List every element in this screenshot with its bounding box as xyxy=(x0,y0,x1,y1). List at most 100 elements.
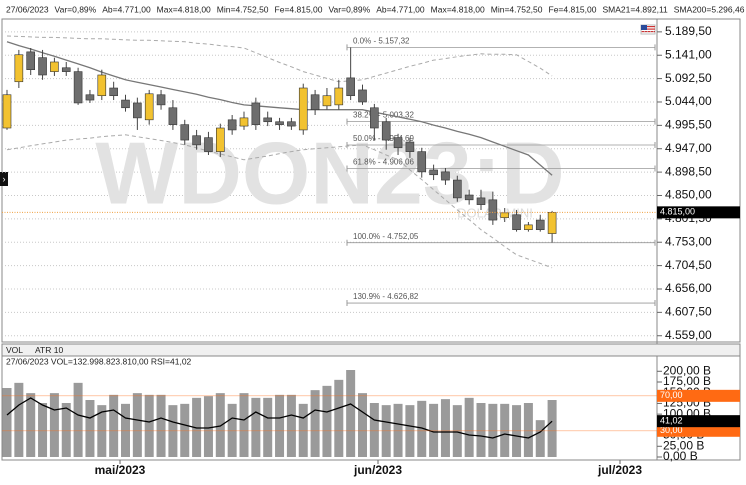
fib-label: 100.0% - 4.752,05 xyxy=(353,232,419,241)
volume-bar xyxy=(61,403,71,457)
volume-bar xyxy=(38,403,48,457)
header-item: Min=4.752,50 xyxy=(491,4,543,14)
y-tick-label: 4.656,00 xyxy=(665,281,712,295)
y-tick-label: 4.753,00 xyxy=(665,234,712,248)
lower-panel xyxy=(1,355,741,461)
x-tick-label: jul/2023 xyxy=(597,463,642,477)
y-tick-label: 175,00 B xyxy=(663,374,711,388)
y-tick-label: 5.044,00 xyxy=(665,94,712,108)
candle-body xyxy=(381,121,391,141)
y-tick-label: 4.947,00 xyxy=(665,141,712,155)
rsi-level-label: 70,00 xyxy=(660,390,683,400)
volume-bar xyxy=(275,394,285,457)
candle-body xyxy=(50,61,59,72)
volume-bar xyxy=(203,396,213,457)
candle-body xyxy=(26,51,36,70)
header-item: Min=4.752,50 xyxy=(217,4,269,14)
candle-body xyxy=(441,171,450,181)
volume-bar xyxy=(26,393,36,457)
volume-bar xyxy=(429,403,439,457)
candle-body xyxy=(97,74,107,97)
header-item: SMA21=4.892,11 xyxy=(602,4,668,14)
fib-label: 61.8% - 4.906,06 xyxy=(353,158,414,167)
indicator-header: 27/06/2023 VOL=132.998.823.810,00 RSI=41… xyxy=(6,356,192,366)
volume-bar xyxy=(121,403,130,457)
y-tick-label: 5.141,00 xyxy=(665,47,712,61)
candle-body xyxy=(85,94,95,101)
candle-body xyxy=(144,93,154,121)
candle-body xyxy=(429,169,438,176)
candle-body xyxy=(310,94,320,110)
volume-bar xyxy=(440,399,450,457)
overlay-line xyxy=(6,35,553,83)
candle-body xyxy=(535,219,545,231)
candle-body xyxy=(263,117,273,123)
x-tick-label: jun/2023 xyxy=(353,463,402,477)
candle-body xyxy=(227,119,237,131)
y-tick-label: 4.559,00 xyxy=(665,328,712,342)
candle-body xyxy=(251,102,261,125)
volume-bar xyxy=(322,385,332,457)
candle-body xyxy=(109,87,118,97)
volume-bar xyxy=(417,400,427,457)
header-item: Var=0,89% xyxy=(329,4,371,14)
header-item: Var=0,89% xyxy=(55,4,97,14)
volume-bar xyxy=(500,403,510,457)
volume-bar xyxy=(132,393,142,457)
volume-bar xyxy=(49,393,59,457)
y-tick-label: 4.850,00 xyxy=(665,188,712,202)
candle-body xyxy=(73,71,83,104)
volume-bar xyxy=(215,393,225,457)
y-tick-label: 25,00 B xyxy=(663,438,704,452)
candle-body xyxy=(464,194,474,201)
indicator-tab: ATR 10 xyxy=(35,345,63,355)
volume-bar xyxy=(535,420,545,457)
candle-body xyxy=(121,99,130,109)
header-item: SMA200=5.296,46 xyxy=(674,4,745,14)
rsi-line xyxy=(6,397,553,439)
candle-body xyxy=(405,141,415,152)
volume-bar xyxy=(476,403,486,457)
volume-bar xyxy=(227,403,237,457)
candle-body xyxy=(370,107,379,129)
candle-body xyxy=(180,124,190,141)
y-tick-label: 4.898,50 xyxy=(665,164,712,178)
candle-body xyxy=(133,102,142,119)
overlay-line xyxy=(6,134,553,269)
last-price-label: 4.815,00 xyxy=(660,207,695,217)
header-item: Max=4.818,00 xyxy=(157,4,211,14)
candle-body xyxy=(358,89,367,103)
volume-bar xyxy=(156,394,166,457)
volume-bar xyxy=(334,379,344,457)
candle-body xyxy=(322,95,332,107)
y-tick-label: 200,00 B xyxy=(663,363,711,377)
header-item: Ab=4.771,00 xyxy=(102,4,151,14)
candle-body xyxy=(393,137,403,149)
candle-body xyxy=(14,54,24,83)
candle-body xyxy=(61,67,71,72)
volume-bar xyxy=(369,403,379,457)
collapse-button[interactable] xyxy=(0,172,8,186)
header-item: 27/06/2023 xyxy=(6,4,49,14)
flag-icon xyxy=(640,24,656,35)
volume-bar xyxy=(14,382,24,457)
header-item: Ab=4.771,00 xyxy=(376,4,425,14)
x-tick-label: mai/2023 xyxy=(95,463,146,477)
candle-body xyxy=(239,117,249,127)
rsi-last-label: 41,02 xyxy=(660,416,683,426)
y-tick-label: 0,00 B xyxy=(663,449,698,463)
last-price-box xyxy=(657,206,740,219)
volume-bar xyxy=(298,403,308,457)
candle-body xyxy=(287,121,296,127)
rsi-level-label: 30,00 xyxy=(660,425,683,435)
candle-body xyxy=(216,127,225,152)
fib-label: 130.9% - 4.626,82 xyxy=(353,292,419,301)
candle-body xyxy=(476,197,486,205)
y-tick-label: 5.189,50 xyxy=(665,24,712,38)
indicator-tabs xyxy=(1,343,741,357)
volume-bar xyxy=(85,400,95,457)
candle-body xyxy=(2,94,12,129)
rsi-level-box xyxy=(657,389,740,402)
candle-body xyxy=(500,212,510,218)
